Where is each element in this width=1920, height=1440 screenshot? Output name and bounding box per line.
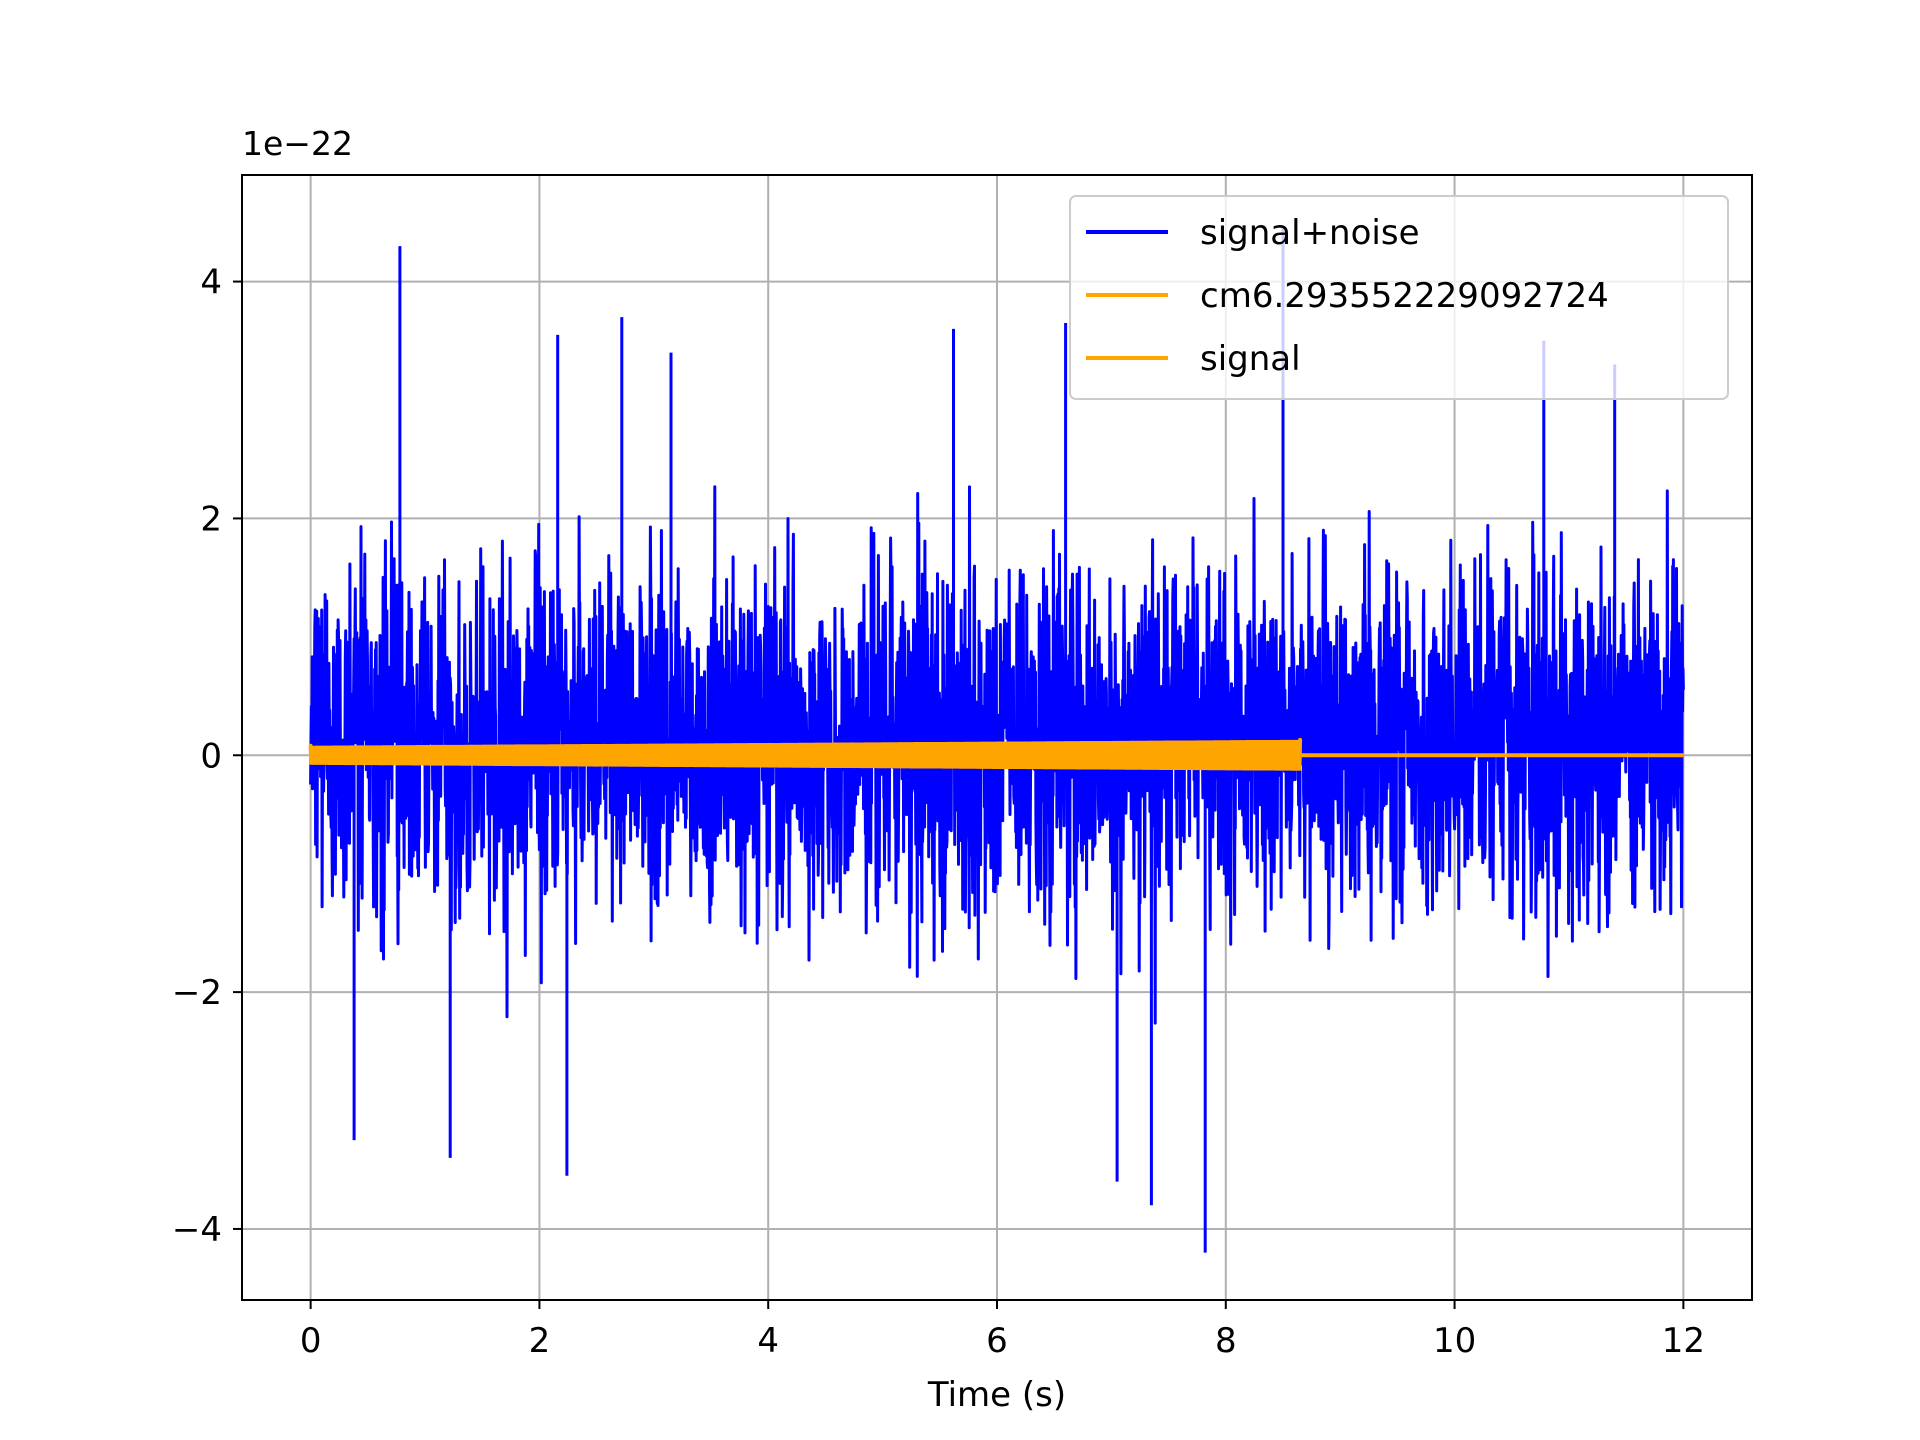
x-tick-label: 2 — [529, 1321, 551, 1361]
y-tick-label: 0 — [200, 736, 222, 776]
y-tick-label: −4 — [172, 1210, 222, 1250]
x-tick-label: 10 — [1433, 1321, 1476, 1361]
legend-label: cm6.293552229092724 — [1200, 276, 1609, 316]
plot-lines — [308, 228, 1685, 1253]
series-signal-noise-line — [309, 228, 1685, 1253]
legend-box — [1069, 195, 1729, 400]
y-offset-label: 1e−22 — [242, 124, 353, 163]
series-cm-template-line — [308, 737, 1303, 771]
x-tick-label: 0 — [300, 1321, 322, 1361]
x-tick-label: 12 — [1662, 1321, 1705, 1361]
y-tick-label: 4 — [200, 263, 222, 303]
x-axis-label: Time (s) — [927, 1375, 1066, 1415]
axis-ticks: 0 2 4 6 8 10 12 −4 −2 0 2 4 — [172, 263, 1705, 1361]
legend-label: signal — [1200, 339, 1301, 379]
legend-label: signal+noise — [1200, 213, 1420, 253]
y-tick-label: −2 — [172, 973, 222, 1013]
x-tick-label: 4 — [757, 1321, 779, 1361]
y-tick-label: 2 — [200, 499, 222, 539]
x-tick-label: 6 — [986, 1321, 1008, 1361]
legend: signal+noise cm6.293552229092724 signal — [1069, 195, 1729, 400]
x-tick-label: 8 — [1215, 1321, 1237, 1361]
